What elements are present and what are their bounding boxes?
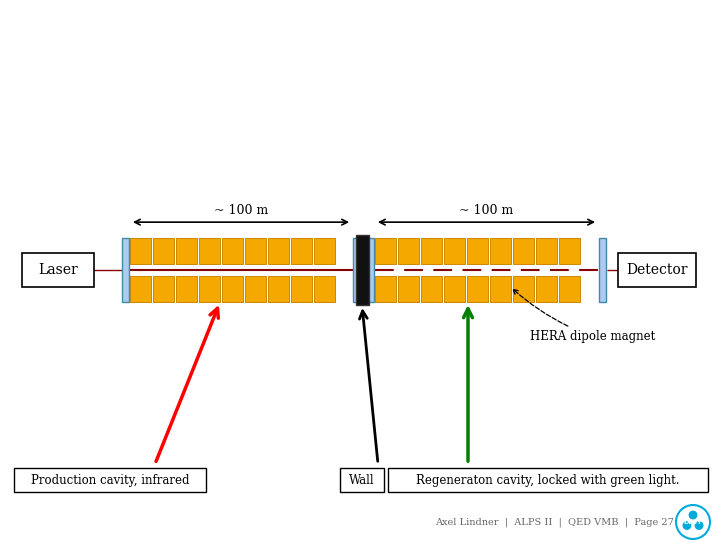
Bar [314, 276, 335, 302]
Bar [513, 238, 534, 264]
Bar [176, 238, 197, 264]
Bar [222, 276, 243, 302]
Bar [153, 238, 174, 264]
Bar [375, 276, 396, 302]
Bar [153, 276, 174, 302]
Bar [199, 238, 220, 264]
Bar [367, 238, 374, 302]
Bar [490, 238, 511, 264]
Bar [559, 276, 580, 302]
Bar [536, 238, 557, 264]
Text: Wall: Wall [349, 474, 375, 487]
Circle shape [688, 510, 698, 520]
Bar [618, 253, 696, 287]
Text: ALPS II optics: ALPS II optics [9, 17, 170, 37]
Circle shape [676, 505, 710, 539]
Bar [467, 276, 488, 302]
Bar [356, 235, 369, 305]
Bar [314, 238, 335, 264]
Bar [245, 276, 266, 302]
Bar [559, 238, 580, 264]
Text: Laser: Laser [38, 263, 78, 277]
Bar [291, 276, 312, 302]
Bar [122, 238, 129, 302]
Text: ~ 100 m: ~ 100 m [459, 204, 513, 217]
Bar [421, 276, 442, 302]
Bar [467, 238, 488, 264]
Text: HERA dipole magnet: HERA dipole magnet [513, 289, 655, 343]
Bar [388, 468, 708, 492]
Bar [444, 276, 465, 302]
Text: Regeneraton cavity, locked with green light.: Regeneraton cavity, locked with green li… [416, 474, 680, 487]
Bar [14, 468, 206, 492]
Bar [353, 238, 360, 302]
Bar [268, 238, 289, 264]
Text: Production cavity, infrared: Production cavity, infrared [31, 474, 189, 487]
Bar [222, 238, 243, 264]
Bar [245, 238, 266, 264]
Bar [199, 276, 220, 302]
Bar [536, 276, 557, 302]
Bar [268, 276, 289, 302]
Bar [291, 238, 312, 264]
Bar [513, 276, 534, 302]
Bar [490, 276, 511, 302]
Bar [398, 276, 419, 302]
Text: DESY: DESY [684, 519, 702, 524]
Text: Axel Lindner  |  ALPS II  |  QED VMB  |  Page 27: Axel Lindner | ALPS II | QED VMB | Page … [435, 517, 674, 526]
Circle shape [694, 521, 704, 530]
Bar [22, 253, 94, 287]
Text: ~ 100 m: ~ 100 m [214, 204, 268, 217]
Bar [130, 276, 151, 302]
Text: Detector: Detector [626, 263, 688, 277]
Bar [375, 238, 396, 264]
Bar [176, 276, 197, 302]
Bar [444, 238, 465, 264]
Bar [398, 238, 419, 264]
Bar [340, 468, 384, 492]
Circle shape [682, 521, 692, 530]
Bar [599, 238, 606, 302]
Bar [130, 238, 151, 264]
Bar [421, 238, 442, 264]
